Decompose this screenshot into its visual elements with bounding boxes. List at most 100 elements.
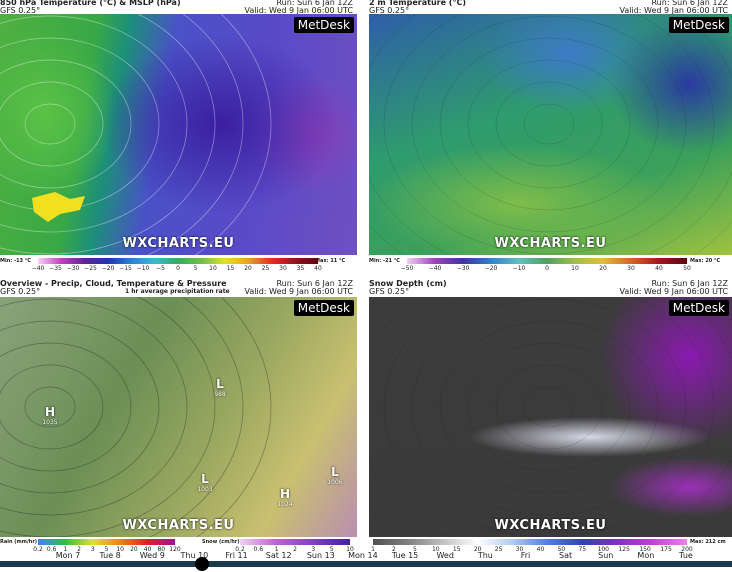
map-contour (411, 298, 687, 516)
map-contour (523, 386, 575, 428)
timeline-label[interactable]: Tue (679, 551, 693, 560)
colorbar-tick: 40 (655, 265, 663, 272)
pressure-center: L 1006 (327, 465, 343, 486)
map-contour (0, 15, 188, 233)
colorbar-tick: 30 (627, 265, 635, 272)
timeline-label[interactable]: Mon (637, 551, 655, 560)
colorbar-tick: 5 (193, 265, 198, 272)
colorbar-tick: 10 (116, 546, 125, 553)
colorbar-tick: 125 (618, 546, 630, 553)
scale-label: Snow (cm/hr) (202, 539, 240, 545)
timeline-label[interactable]: Wed 9 (139, 551, 165, 560)
timeline-label[interactable]: Thu 10 (180, 551, 209, 560)
map-contour (24, 386, 76, 428)
colorbar-tick: 30 (279, 265, 287, 272)
colorbar-tick: −50 (400, 265, 414, 272)
timeline-knob[interactable] (195, 557, 209, 571)
map-contour (0, 81, 104, 167)
colorbar-tick: −20 (101, 265, 115, 272)
timeline-label[interactable]: Mon 7 (55, 551, 81, 560)
timeline-label[interactable]: Tue 8 (99, 551, 121, 560)
timeline-label[interactable]: Fri 11 (225, 551, 248, 560)
colorbar-tick: −20 (484, 265, 498, 272)
colorbar-tick: 3 (90, 546, 95, 553)
colorbar-tick: 0.2 (235, 546, 245, 553)
map-contour (0, 297, 216, 537)
timeline-label[interactable]: Sat 12 (265, 551, 292, 560)
map-contour (383, 14, 715, 255)
brand-logo: MetDesk (668, 17, 729, 33)
colorbar-tick: −30 (456, 265, 470, 272)
timeline-label[interactable]: Sat (559, 551, 573, 560)
colorbar-tick: 80 (157, 546, 166, 553)
timeline-label[interactable]: Fri (520, 551, 531, 560)
min-label: Min: -21 °C (369, 258, 400, 264)
valid-label: Valid: Wed 9 Jan 06:00 UTC (244, 287, 353, 296)
colorbar-tick: 20 (130, 546, 138, 553)
watermark: WXCHARTS.EU (122, 518, 235, 533)
map-overlay (369, 297, 732, 537)
colorbar-tick: 0.2 (33, 546, 43, 553)
colorbar-tick: 2 (77, 546, 82, 553)
colorbar-tick: 10 (209, 265, 217, 272)
timeline-label[interactable]: Sun (598, 551, 614, 560)
map-contour (146, 14, 244, 255)
colorbar-tick: 10 (431, 546, 440, 553)
panel-title: 850 hPa Temperature (°C) & MSLP (hPa) (0, 0, 181, 7)
watermark: WXCHARTS.EU (494, 236, 607, 251)
map-contour (0, 298, 188, 516)
pressure-value: 1024 (277, 501, 293, 508)
colorbar-tick: 5 (104, 546, 109, 553)
colorbar-tick: 20 (244, 265, 252, 272)
pressure-value: 1035 (42, 419, 58, 426)
valid-label: Valid: Wed 9 Jan 06:00 UTC (244, 6, 353, 15)
map-contour (0, 14, 216, 255)
colorbar-tick: 75 (578, 546, 587, 553)
map-contour (467, 342, 631, 472)
warm-area (32, 192, 85, 222)
panel-title: Overview - Precip, Cloud, Temperature & … (0, 279, 227, 288)
brand-logo: MetDesk (293, 17, 354, 33)
colorbar-tick: 200 (681, 546, 693, 553)
map-contour (194, 14, 272, 255)
map-contour (149, 297, 244, 537)
model-label: GFS 0.25° (369, 6, 410, 15)
run-label: Run: Sun 6 Jan 12Z (276, 0, 353, 7)
colorbar-tick: 20 (599, 265, 607, 272)
colorbar-tick: 1 (274, 546, 279, 553)
timeline-label[interactable]: Sun 13 (306, 551, 335, 560)
map-contour (369, 297, 732, 537)
colorbar-tick: 2 (293, 546, 297, 553)
pressure-center: L 1003 (197, 472, 213, 493)
timeline-label[interactable]: Thu (477, 551, 493, 560)
map-contour (369, 297, 732, 537)
weather-map: MetDesk WXCHARTS.EU H 1035 L 988 L 1003 H 1024 L 10… (0, 297, 357, 537)
colorbar-tick: 1 (371, 546, 375, 553)
colorbar-tick: 40 (143, 546, 152, 553)
colorbar-tick: 175 (660, 546, 672, 553)
colorbar-tick: 0 (176, 265, 180, 272)
note-label: 1 hr average precipitation rate (125, 288, 230, 295)
map-contour (439, 320, 659, 494)
colorbar-tick: 150 (639, 546, 651, 553)
map-contour (24, 103, 76, 145)
max-label: Max: 11 °C (315, 258, 346, 264)
colorbar-tick: 0.6 (46, 546, 57, 553)
colorbar-tick: 35 (296, 265, 305, 272)
timeline-label[interactable]: Mon 14 (348, 551, 378, 560)
timeline-label[interactable]: Wed (436, 551, 454, 560)
weather-map: MetDesk WXCHARTS.EU (369, 14, 732, 255)
map-overlay (0, 14, 272, 255)
brand-logo: MetDesk (293, 300, 354, 316)
colorbar-tick: 50 (683, 265, 691, 272)
colorbar-tick: 40 (536, 546, 545, 553)
max-label: Max: 212 cm (690, 539, 726, 545)
colorbar-tick: 5 (412, 546, 417, 553)
timeline-label[interactable]: Tue 15 (391, 551, 419, 560)
map-contour (467, 59, 631, 189)
model-label: GFS 0.25° (0, 6, 41, 15)
colorbar-tick: −10 (136, 265, 150, 272)
colorbar-tick: −30 (66, 265, 80, 272)
colorbar-tick: 10 (571, 265, 579, 272)
